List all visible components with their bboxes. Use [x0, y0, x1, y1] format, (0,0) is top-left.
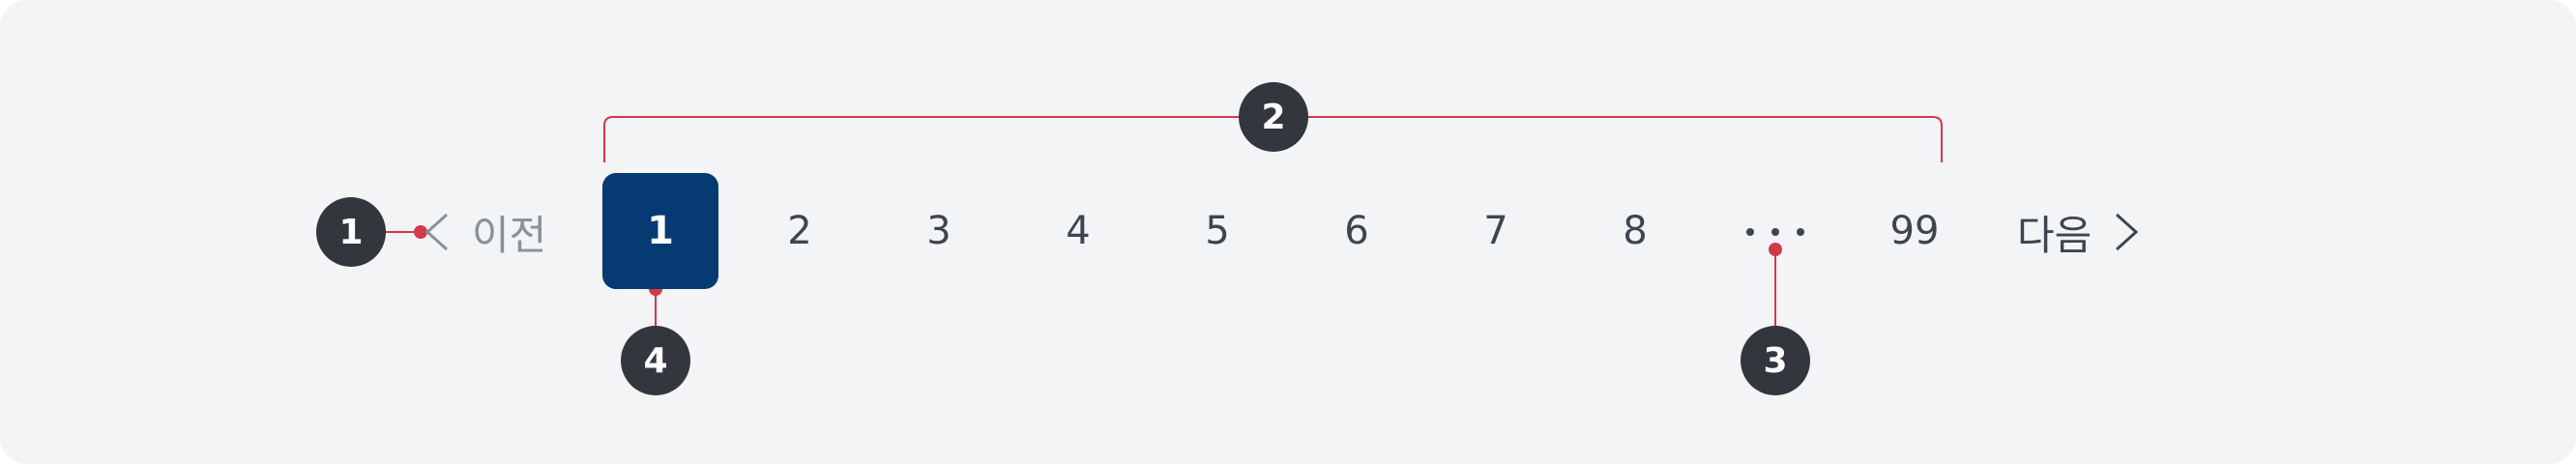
next-button[interactable]: 다음 [2017, 205, 2144, 259]
annotation-badge-4: 4 [621, 326, 690, 395]
page-5-button[interactable]: 5 [1205, 209, 1230, 253]
page-7-button[interactable]: 7 [1483, 209, 1508, 253]
prev-button[interactable]: 이전 [420, 205, 546, 259]
annotation-badge-2: 2 [1239, 82, 1308, 152]
prev-label: 이전 [472, 211, 547, 259]
page-99-button[interactable]: 99 [1889, 209, 1940, 253]
next-label: 다음 [2017, 211, 2093, 259]
page-4-button[interactable]: 4 [1066, 209, 1091, 253]
chevron-right-icon [2116, 213, 2139, 251]
page-2-button[interactable]: 2 [787, 209, 812, 253]
annotation-badge-3: 3 [1741, 326, 1810, 395]
chevron-left-icon [424, 213, 449, 251]
page-8-button[interactable]: 8 [1623, 209, 1648, 253]
page-6-button[interactable]: 6 [1344, 209, 1369, 253]
page-3-button[interactable]: 3 [926, 209, 951, 253]
annotation-badge-1: 1 [316, 197, 386, 267]
page-1-button[interactable]: 1 [602, 173, 718, 289]
more-horizontal-icon [1746, 218, 1804, 246]
